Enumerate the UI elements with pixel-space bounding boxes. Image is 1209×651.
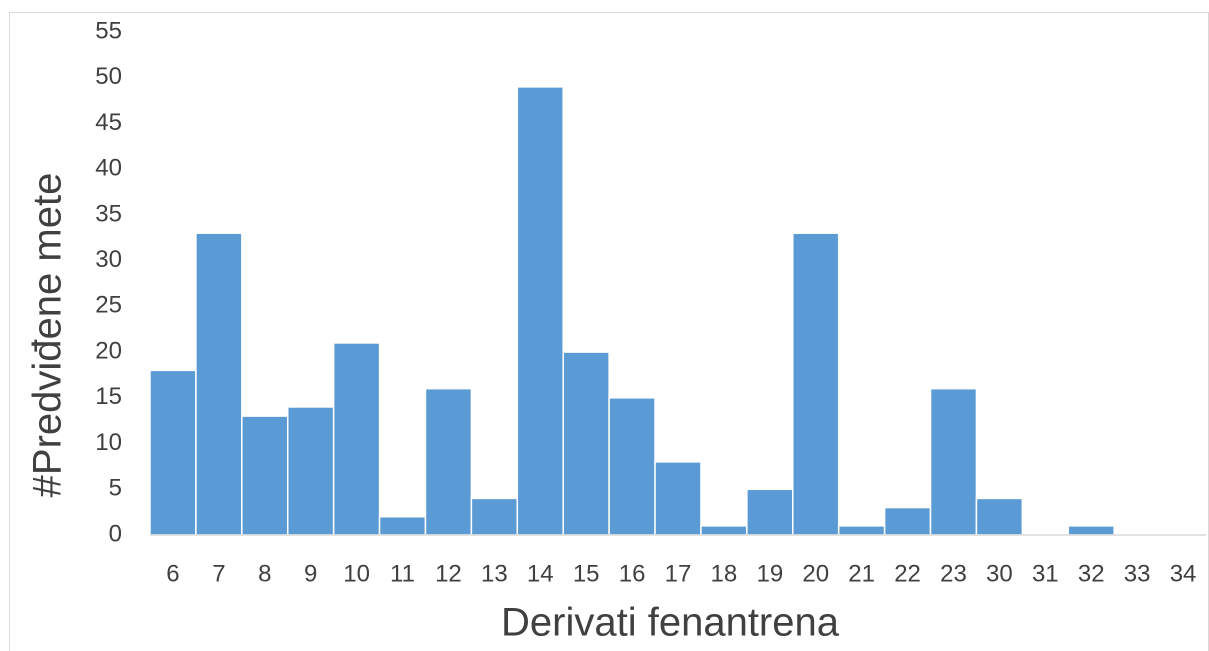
bar <box>286 406 335 536</box>
y-tick-label: 0 <box>109 520 122 547</box>
bar <box>792 232 840 536</box>
x-tick-label: 19 <box>756 560 783 587</box>
x-tick-label: 32 <box>1078 560 1105 587</box>
bar <box>195 232 243 536</box>
x-tick-label: 22 <box>894 560 921 587</box>
x-axis-title: Derivati fenantrena <box>501 601 840 645</box>
y-tick-label: 20 <box>95 337 122 364</box>
bar <box>332 342 381 536</box>
bar <box>700 525 748 536</box>
y-axis-title: #Predviđene mete <box>26 173 70 498</box>
bar <box>562 351 610 536</box>
x-tick-label: 20 <box>802 560 829 587</box>
x-tick-label: 17 <box>665 560 692 587</box>
x-tick-label: 9 <box>304 560 317 587</box>
x-tick-label: 34 <box>1170 560 1197 587</box>
x-tick-label: 10 <box>343 560 370 587</box>
x-tick-label: 18 <box>711 560 738 587</box>
y-tick-label: 35 <box>95 200 122 227</box>
x-tick-label: 23 <box>940 560 967 587</box>
y-tick-label: 15 <box>95 383 122 410</box>
y-tick-label: 30 <box>95 246 122 273</box>
x-tick-label: 11 <box>390 560 415 587</box>
x-tick-label: 31 <box>1032 560 1059 587</box>
x-tick-label: 12 <box>435 560 462 587</box>
bar <box>883 506 932 536</box>
y-tick-label: 10 <box>95 429 122 456</box>
x-tick-label: 7 <box>212 560 225 587</box>
x-tick-label: 13 <box>481 560 508 587</box>
y-tick-label: 55 <box>95 17 122 44</box>
x-tick-label: 16 <box>619 560 646 587</box>
y-tick-label: 50 <box>95 63 122 90</box>
x-tick-label: 8 <box>258 560 271 587</box>
y-tick-label: 25 <box>95 292 122 319</box>
bar <box>516 86 564 536</box>
bar <box>975 497 1024 536</box>
bar <box>1067 525 1115 536</box>
bar <box>746 488 794 536</box>
y-tick-label: 45 <box>95 109 122 136</box>
bar <box>378 515 427 536</box>
bar <box>149 369 197 536</box>
y-tick-label: 40 <box>95 155 122 182</box>
bar <box>470 497 519 536</box>
chart-border <box>9 12 1209 651</box>
x-tick-label: 21 <box>848 560 875 587</box>
x-tick-label: 33 <box>1124 560 1151 587</box>
x-tick-label: 14 <box>527 560 554 587</box>
bar <box>837 525 886 536</box>
x-tick-label: 6 <box>166 560 179 587</box>
bar <box>424 387 473 536</box>
bar <box>929 387 978 536</box>
bar <box>241 415 289 536</box>
y-tick-label: 5 <box>109 475 122 502</box>
bar <box>654 461 702 536</box>
x-tick-label: 30 <box>986 560 1013 587</box>
x-tick-label: 15 <box>573 560 600 587</box>
bar <box>608 397 656 536</box>
